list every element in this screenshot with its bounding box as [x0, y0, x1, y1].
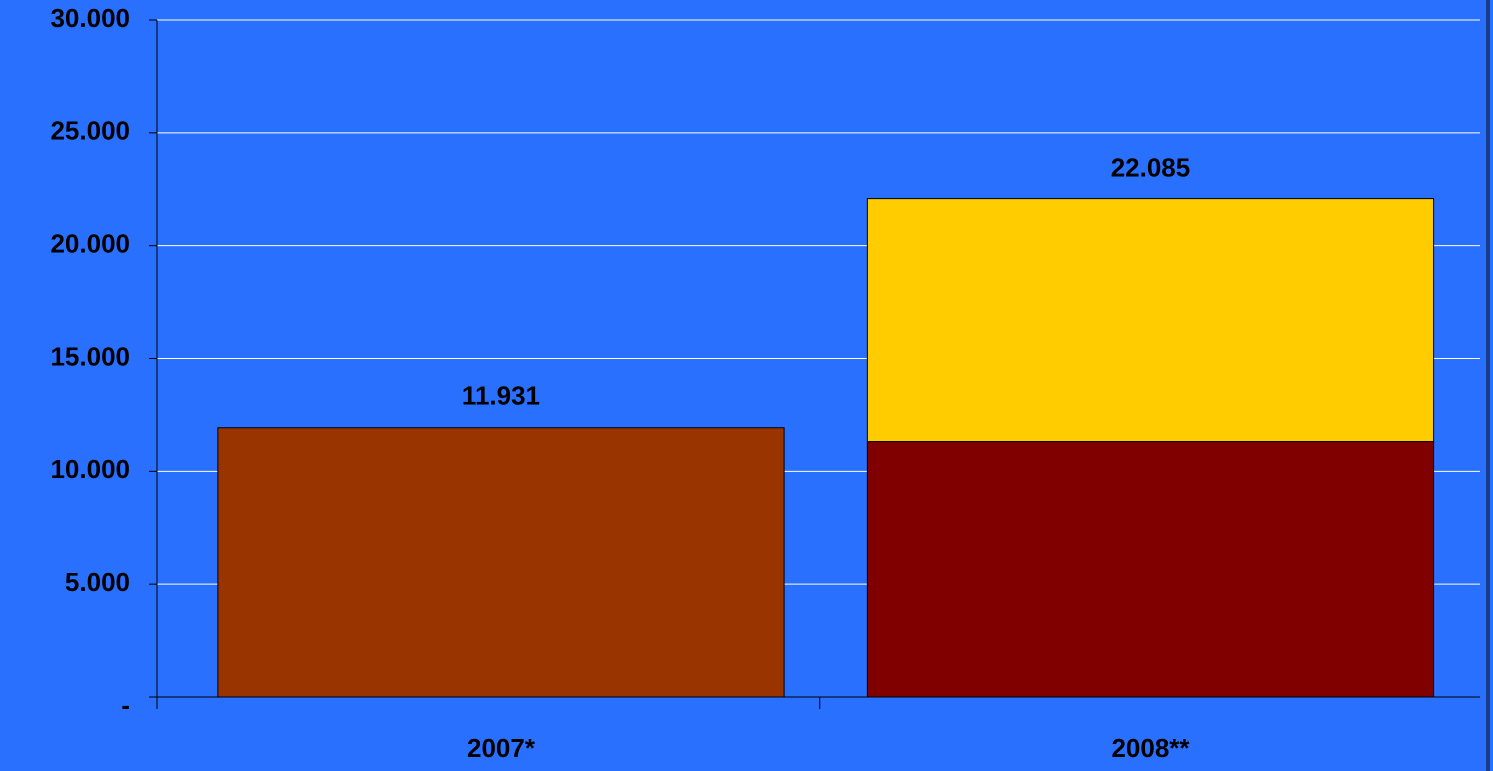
y-tick-label: 5.000	[65, 567, 130, 597]
y-tick-label: 20.000	[50, 229, 130, 259]
x-tick-label: 2007*	[467, 733, 536, 763]
y-tick-label: 15.000	[50, 341, 130, 371]
bar-segment	[866, 198, 1435, 443]
x-tick-label: 2008**	[1111, 733, 1190, 763]
bar-segment	[217, 427, 785, 698]
y-tick-label: -	[121, 690, 130, 720]
y-tick-label: 30.000	[50, 3, 130, 33]
data-label: 11.931	[462, 381, 540, 411]
y-tick-label: 10.000	[50, 454, 130, 484]
total-label: 22.085	[1111, 152, 1191, 182]
y-tick-label: 25.000	[50, 116, 130, 146]
bar-segment	[866, 441, 1435, 698]
